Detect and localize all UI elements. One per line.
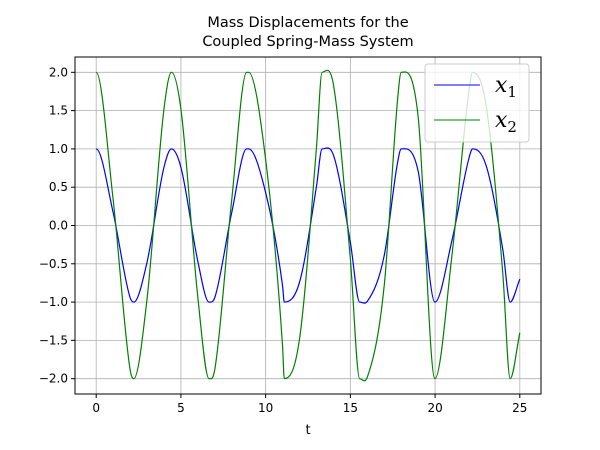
y-tick-label-5: 0.5 [49, 180, 68, 194]
legend-label-x2-base: x [495, 108, 508, 133]
legend: x1 x2 [424, 63, 530, 143]
y-tick-label-7: 1.5 [49, 104, 68, 118]
legend-label-x1-base: x [495, 73, 508, 98]
series-layer [95, 69, 521, 382]
x-axis-label: t [305, 423, 310, 438]
y-tick-label-4: 0.0 [49, 219, 68, 233]
grid-layer [75, 57, 541, 394]
x-tick-label-2: 10 [258, 401, 273, 415]
chart-title-line-2: Coupled Spring-Mass System [202, 34, 413, 50]
legend-label-x2: x2 [495, 108, 517, 136]
y-tick-label-8: 2.0 [49, 65, 68, 79]
y-tick-label-0: −2.0 [39, 372, 68, 386]
series-line-x1 [95, 147, 521, 304]
legend-label-x1-sub: 1 [507, 83, 517, 101]
y-tick-label-2: −1.0 [39, 295, 68, 309]
x-tick-label-3: 15 [343, 401, 358, 415]
x-tick-label-5: 25 [512, 401, 527, 415]
chart-title-line-1: Mass Displacements for the [207, 15, 408, 31]
legend-label-x1: x1 [495, 73, 517, 101]
tick-layer: 0 5 10 15 20 25 −2.0 −1.5 −1.0 −0.5 0.0 0.5 1.0 1.5 2.… [39, 65, 528, 415]
y-tick-label-3: −0.5 [39, 257, 68, 271]
x-tick-label-1: 5 [177, 401, 185, 415]
x-tick-label-0: 0 [92, 401, 100, 415]
legend-box [424, 63, 530, 143]
y-tick-label-1: −1.5 [39, 333, 68, 347]
y-tick-label-6: 1.0 [49, 142, 68, 156]
x-tick-label-4: 20 [427, 401, 442, 415]
series-line-x2 [95, 69, 521, 382]
legend-label-x2-sub: 2 [507, 118, 517, 136]
